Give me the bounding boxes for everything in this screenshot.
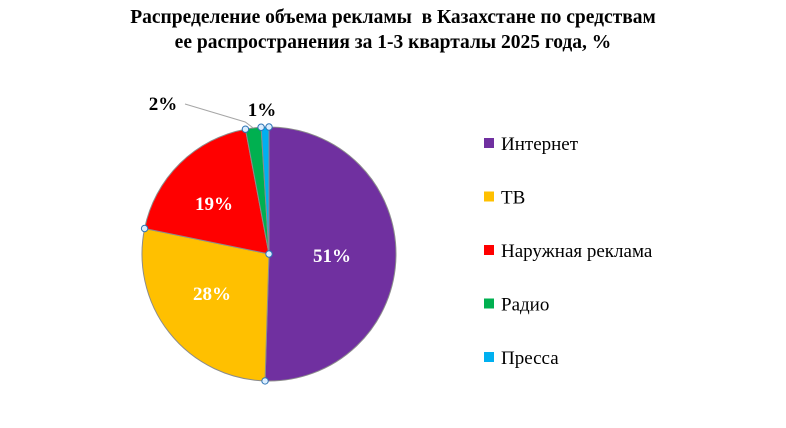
- legend-swatch-2: [484, 191, 494, 202]
- legend-label-2: ТВ: [501, 188, 525, 209]
- slice-handle-2: [140, 224, 149, 233]
- center-handle: [265, 250, 273, 258]
- legend-swatch-3: [484, 245, 494, 255]
- slice-handle-5: [265, 123, 273, 131]
- legend-label-3: Наружная реклама: [501, 241, 653, 262]
- slice-label-4: 2%: [149, 94, 178, 115]
- slice-handle-3: [241, 125, 250, 133]
- slice-label-1: 51%: [313, 246, 351, 267]
- leader-line-radio: [184, 103, 254, 129]
- chart-title-line-2: ее распространения за 1-3 кварталы 2025 …: [174, 32, 612, 53]
- slice-label-5: 1%: [248, 100, 277, 121]
- slice-label-2: 28%: [193, 284, 231, 305]
- chart-title-line-1: Распределение объема рекламы в Казахстан…: [130, 7, 656, 28]
- legend-swatch-1: [484, 138, 494, 148]
- legend-label-1: Интернет: [501, 134, 579, 155]
- slice-handle-4: [257, 123, 265, 131]
- slice-label-3: 19%: [195, 194, 233, 215]
- pie-slice-2: [141, 227, 270, 382]
- pie-slice-3: [143, 128, 270, 255]
- legend-swatch-4: [484, 298, 494, 309]
- pie-slice-1: [264, 126, 397, 382]
- slice-handle-1: [261, 377, 269, 385]
- legend-label-5: Пресса: [501, 348, 559, 369]
- legend-swatch-5: [484, 352, 494, 362]
- legend-label-4: Радио: [501, 295, 549, 316]
